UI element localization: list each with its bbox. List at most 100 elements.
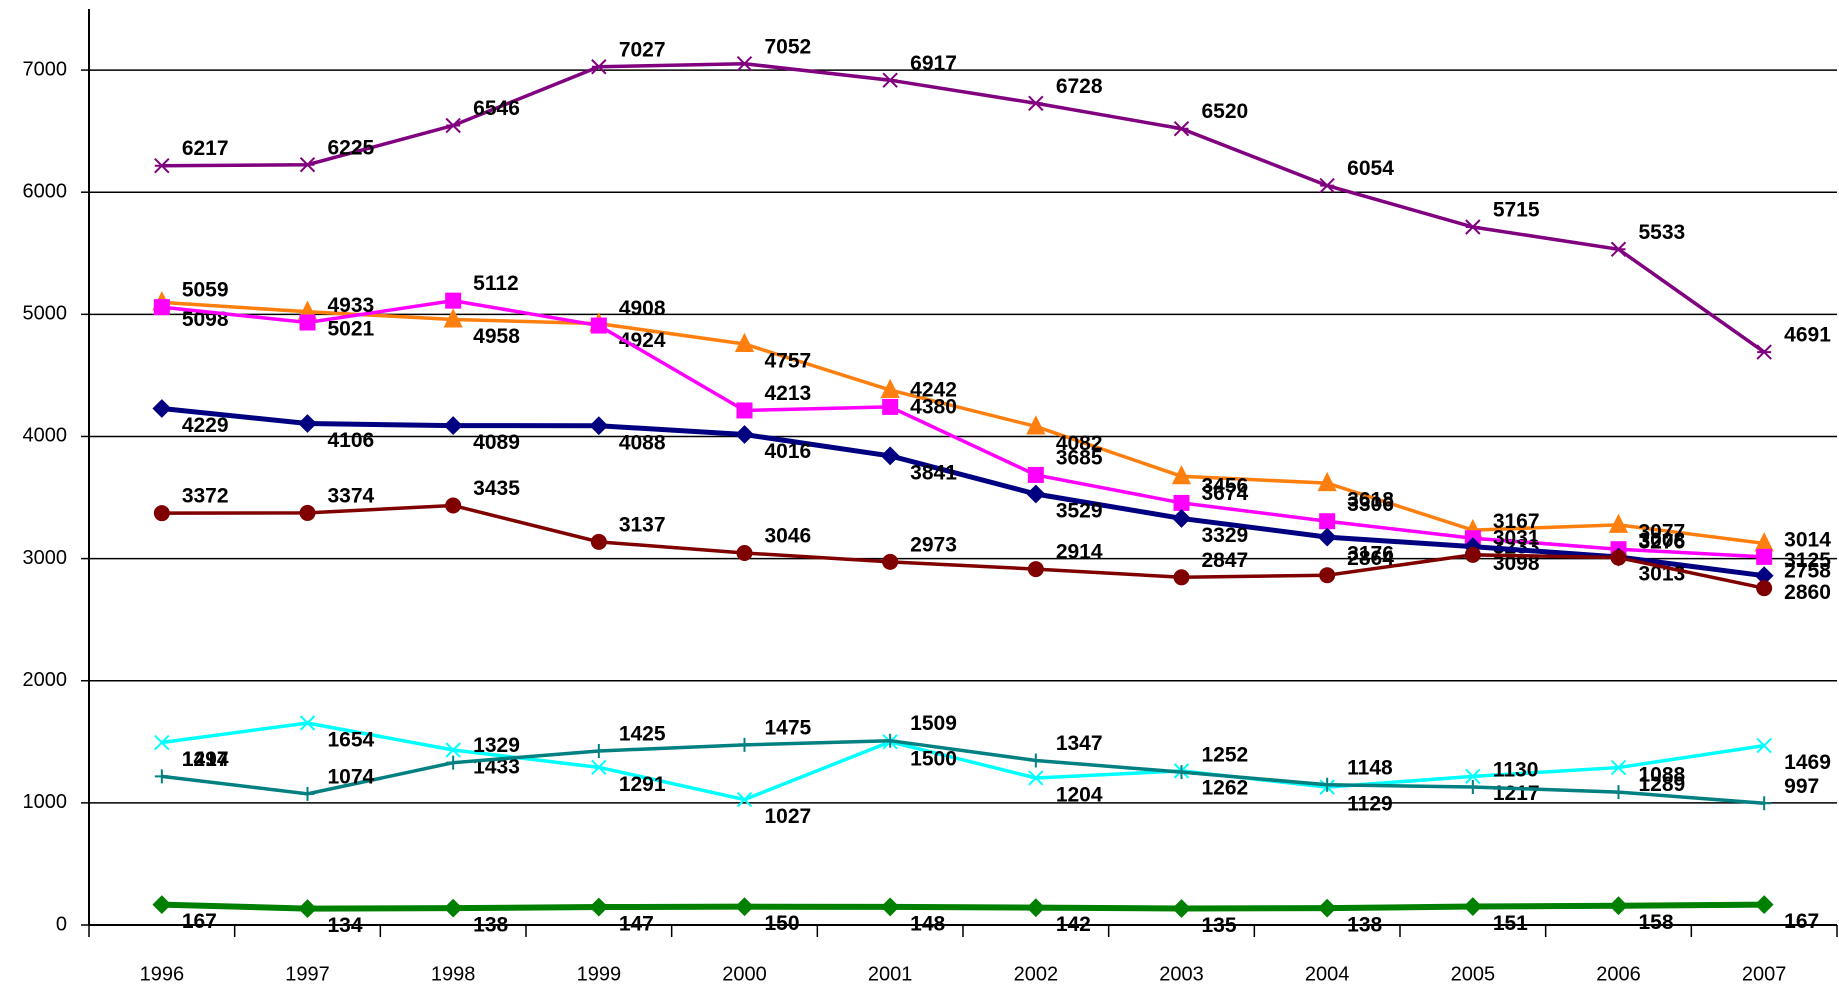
point [882, 553, 899, 570]
point [1756, 737, 1772, 754]
series-line [161, 61, 1766, 354]
point [590, 533, 607, 550]
point [1610, 241, 1627, 257]
data-label: 142 [1056, 913, 1091, 936]
point [1320, 777, 1335, 792]
x-tick-label: 2004 [1305, 963, 1350, 985]
data-label: 1088 [1639, 764, 1686, 787]
series-line [161, 738, 1765, 805]
data-label: 150 [765, 912, 800, 935]
point [735, 425, 754, 444]
data-label: 138 [1347, 914, 1382, 937]
data-label: 6917 [910, 52, 957, 75]
data-label: 1289 [1639, 773, 1686, 796]
data-label: 7027 [619, 38, 666, 61]
data-label: 4924 [619, 329, 666, 352]
y-tick-label: 4000 [23, 425, 68, 447]
x-tick-label: 1997 [285, 963, 330, 985]
x-tick-label: 2002 [1014, 963, 1059, 985]
point [154, 157, 170, 174]
point [1465, 219, 1481, 235]
point [298, 899, 317, 919]
data-label: 167 [1784, 910, 1819, 933]
data-label: 2758 [1784, 560, 1831, 583]
point [1756, 344, 1772, 360]
point [736, 402, 753, 419]
point [736, 791, 753, 808]
series-line [161, 503, 1765, 590]
data-label: 3374 [328, 484, 375, 507]
point [883, 733, 898, 748]
data-label: 3372 [182, 485, 229, 508]
point [880, 897, 900, 917]
data-label: 2914 [1056, 541, 1103, 564]
data-label: 167 [182, 910, 217, 933]
point [1026, 415, 1046, 435]
data-label: 3008 [1639, 529, 1686, 552]
point [443, 308, 463, 328]
point [1611, 785, 1626, 800]
data-label: 158 [1639, 911, 1674, 934]
x-tick-label: 2006 [1596, 963, 1641, 985]
data-label: 3435 [473, 477, 520, 500]
point [736, 544, 753, 561]
series-line [161, 406, 1765, 579]
point [1174, 765, 1189, 780]
point [445, 117, 461, 134]
data-label: 3841 [910, 461, 957, 484]
data-label: 135 [1202, 914, 1237, 937]
point [735, 897, 754, 917]
data-label: 1654 [328, 729, 375, 752]
data-label: 2973 [910, 533, 957, 556]
data-label: 6217 [182, 137, 229, 160]
data-label: 6728 [1056, 75, 1103, 98]
data-label: 3329 [1202, 524, 1249, 547]
y-tick-label: 3000 [23, 547, 68, 569]
x-tick-label: 2007 [1742, 963, 1787, 985]
data-label: 3167 [1493, 510, 1540, 533]
point [736, 56, 753, 72]
x-tick-label: 2001 [868, 963, 913, 985]
data-label: 4908 [619, 297, 666, 320]
data-label: 3125 [1784, 549, 1831, 572]
point [153, 505, 170, 522]
data-label: 4380 [910, 396, 957, 419]
point [734, 332, 755, 353]
data-label: 1217 [182, 748, 229, 771]
data-label: 1129 [1347, 793, 1393, 816]
point [446, 755, 461, 770]
point [1757, 796, 1772, 811]
point [1465, 768, 1481, 785]
data-label: 1074 [328, 765, 375, 788]
data-label: 1475 [765, 716, 812, 739]
point [737, 737, 752, 752]
point [1026, 484, 1046, 504]
x-tick-label: 2005 [1451, 963, 1496, 985]
series-line [161, 300, 1765, 546]
data-label: 2860 [1784, 581, 1831, 604]
data-label: 6546 [473, 97, 520, 120]
point [589, 416, 609, 436]
data-label: 1148 [1347, 756, 1393, 779]
point [443, 898, 463, 918]
data-label: 4242 [910, 378, 957, 401]
point [152, 895, 172, 915]
point [299, 314, 316, 331]
data-label: 4958 [473, 325, 520, 348]
point [1608, 513, 1629, 533]
point [1028, 770, 1044, 786]
data-label: 147 [619, 913, 654, 936]
series-line [161, 901, 1765, 912]
point [591, 59, 607, 75]
data-label: 1494 [182, 748, 229, 771]
data-label: 1262 [1202, 776, 1249, 799]
data-label: 6520 [1202, 100, 1249, 123]
point [1463, 897, 1483, 916]
data-label: 4088 [619, 431, 666, 454]
point [154, 734, 170, 751]
data-label: 5533 [1639, 221, 1686, 244]
data-label: 1347 [1056, 732, 1103, 755]
data-label: 5715 [1493, 199, 1540, 222]
data-label: 1469 [1784, 751, 1831, 774]
